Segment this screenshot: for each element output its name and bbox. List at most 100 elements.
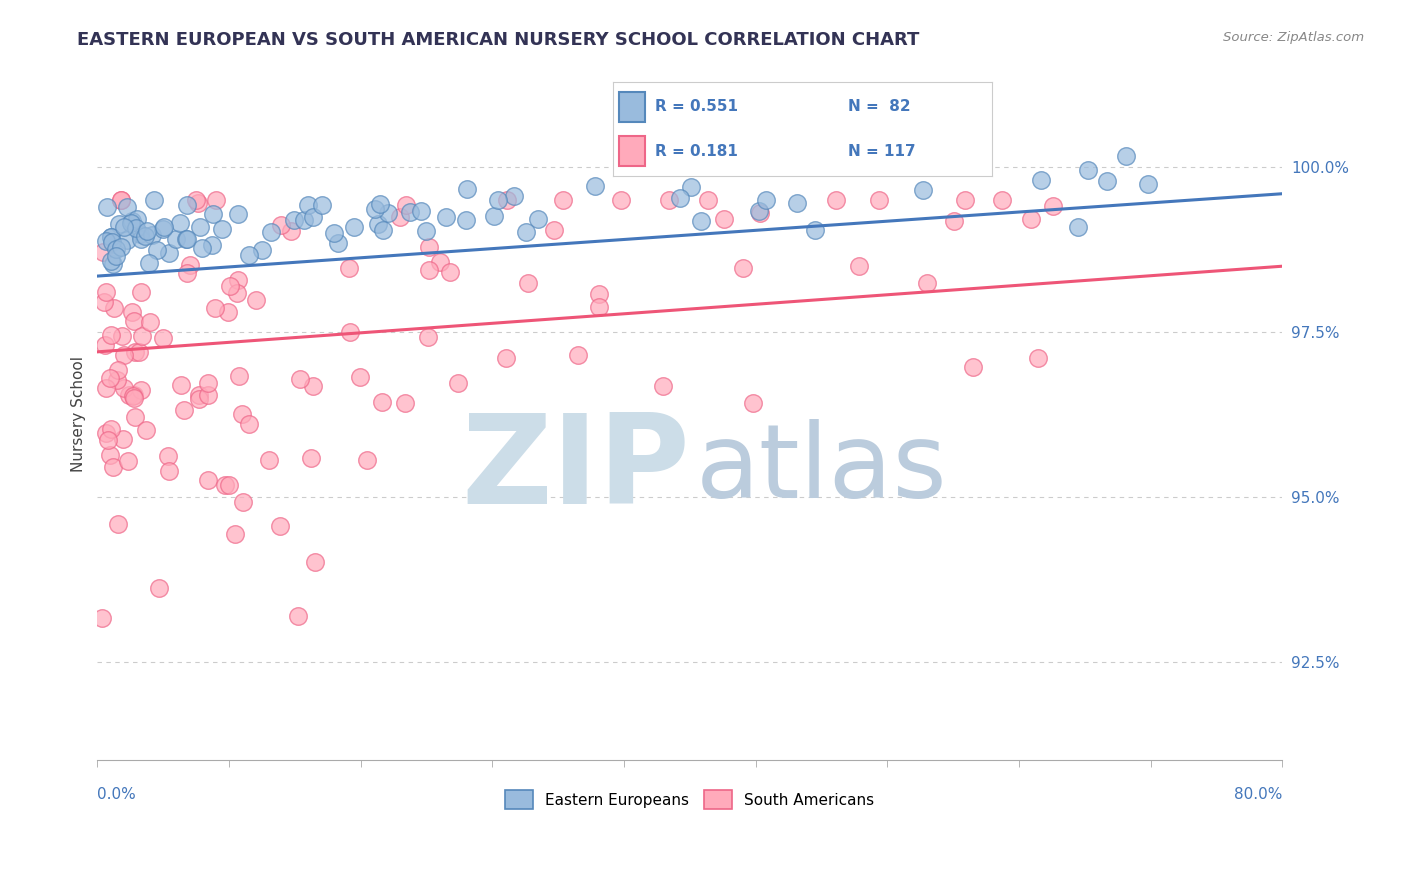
Point (205, 194, 228, 208)
Point (197, 387, 219, 401)
Point (124, 314, 146, 328)
Point (292, 213, 315, 227)
Point (349, 369, 371, 384)
Point (356, 453, 378, 467)
Point (679, 180, 702, 194)
Point (482, 210, 505, 224)
Point (96, 200, 118, 214)
Point (503, 189, 526, 203)
Point (170, 378, 193, 392)
Point (125, 211, 148, 226)
Point (238, 417, 260, 432)
Point (1019, 212, 1042, 227)
Point (399, 205, 422, 219)
Point (668, 191, 690, 205)
Point (418, 263, 440, 277)
Point (270, 218, 292, 232)
Point (749, 206, 772, 220)
Point (117, 454, 139, 468)
Point (107, 217, 129, 231)
Point (131, 328, 153, 343)
Point (1077, 162, 1099, 177)
Point (394, 198, 416, 212)
Point (257, 453, 280, 467)
Point (120, 216, 142, 230)
Point (138, 256, 160, 270)
Point (228, 368, 250, 383)
Point (302, 210, 325, 224)
Point (456, 182, 478, 196)
Point (104, 249, 127, 263)
Point (415, 224, 437, 238)
Point (187, 392, 209, 406)
Point (96, 433, 118, 447)
Point (322, 227, 344, 241)
Point (583, 179, 606, 194)
Point (1115, 148, 1137, 162)
Point (214, 478, 236, 492)
Point (1136, 177, 1159, 191)
Point (165, 231, 187, 245)
Point (121, 305, 143, 319)
Point (368, 197, 391, 211)
Point (103, 301, 125, 315)
Point (388, 211, 411, 225)
Point (283, 213, 305, 227)
Point (176, 198, 198, 212)
Point (211, 222, 233, 236)
Point (94, 338, 117, 352)
Point (515, 225, 537, 239)
Point (188, 388, 211, 402)
Point (107, 516, 129, 531)
Point (91, 245, 114, 260)
Point (456, 213, 478, 227)
Point (157, 246, 180, 260)
Point (201, 238, 224, 252)
Point (411, 204, 433, 219)
Point (371, 223, 394, 237)
Y-axis label: Nursery School: Nursery School (72, 357, 86, 473)
Point (517, 277, 540, 291)
Point (225, 286, 247, 301)
Point (100, 254, 122, 268)
Point (364, 202, 387, 217)
Point (526, 212, 548, 227)
Point (94, 426, 117, 441)
Point (156, 449, 179, 463)
Point (110, 194, 132, 208)
Point (121, 214, 143, 228)
Point (588, 300, 610, 314)
Point (100, 229, 122, 244)
Point (115, 200, 138, 214)
Point (122, 388, 145, 402)
Point (232, 495, 254, 509)
Point (1067, 219, 1090, 234)
Point (93, 295, 115, 310)
Point (98, 448, 121, 462)
Point (101, 257, 124, 271)
Point (297, 198, 319, 212)
Text: atlas: atlas (696, 419, 948, 520)
Point (129, 232, 152, 246)
Text: Source: ZipAtlas.com: Source: ZipAtlas.com (1223, 31, 1364, 45)
Point (733, 260, 755, 275)
Point (204, 301, 226, 315)
Point (174, 232, 197, 246)
Point (219, 278, 242, 293)
Point (226, 273, 249, 287)
Point (418, 329, 440, 343)
Point (224, 527, 246, 541)
Point (962, 359, 984, 374)
Point (429, 254, 451, 268)
Point (915, 277, 938, 291)
Point (434, 210, 457, 224)
Point (447, 376, 470, 391)
Point (100, 328, 122, 343)
Point (112, 348, 135, 362)
Point (280, 224, 302, 238)
Point (1028, 351, 1050, 366)
Point (689, 214, 711, 228)
Point (299, 451, 322, 466)
Point (868, 194, 890, 208)
Point (110, 194, 132, 208)
